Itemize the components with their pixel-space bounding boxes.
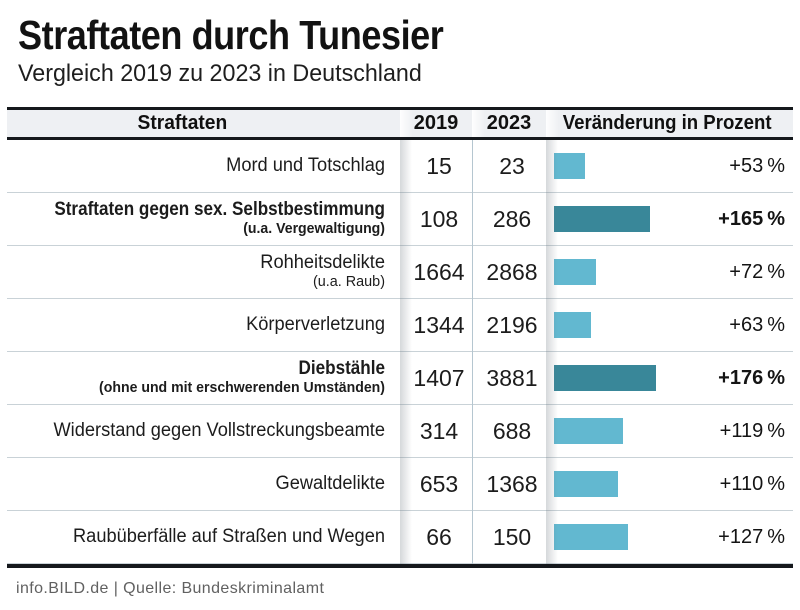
- crime-label: Diebstähle: [298, 358, 385, 380]
- table-row: Straftaten gegen sex. Selbstbestimmung (…: [7, 193, 793, 246]
- header-column-divider: [400, 110, 413, 137]
- change-label: +53 %: [729, 154, 785, 177]
- value-2023: 1368: [486, 470, 538, 497]
- change-label: +63 %: [729, 313, 785, 336]
- table-row: Gewaltdelikte 653 1368 +110 %: [7, 458, 793, 511]
- value-2023: 3881: [486, 364, 538, 391]
- crime-cell: Widerstand gegen Vollstreckungsbeamte: [7, 419, 400, 442]
- change-bar: [554, 312, 591, 338]
- crime-cell: Raubüberfälle auf Straßen und Wegen: [7, 525, 400, 548]
- source-credit: info.BILD.de | Quelle: Bundeskriminalamt: [16, 580, 325, 597]
- crime-label: Mord und Totschlag: [226, 154, 385, 176]
- crime-cell: Rohheitsdelikte (u.a. Raub): [7, 252, 400, 291]
- change-cell: +127 %: [546, 511, 793, 563]
- title-block: Straftaten durch Tunesier Vergleich 2019…: [0, 0, 800, 89]
- change-cell: +110 %: [546, 458, 793, 510]
- crime-cell: Straftaten gegen sex. Selbstbestimmung (…: [7, 199, 400, 238]
- crime-label: Straftaten gegen sex. Selbstbestimmung: [54, 199, 385, 221]
- column-header-straftaten: Straftaten: [137, 112, 228, 134]
- value-2023: 2868: [486, 258, 538, 285]
- change-label: +176 %: [718, 366, 785, 389]
- change-cell: +72 %: [546, 246, 793, 298]
- column-header-veraenderung: Veränderung in Prozent: [562, 112, 772, 134]
- table-row: Diebstähle (ohne und mit erschwerenden U…: [7, 352, 793, 405]
- change-bar: [554, 365, 656, 391]
- change-bar: [554, 471, 618, 497]
- value-2019: 653: [419, 470, 459, 497]
- crime-cell: Mord und Totschlag: [7, 154, 400, 177]
- change-label: +127 %: [718, 525, 785, 548]
- change-label: +110 %: [719, 472, 785, 495]
- column-header-2019: 2019: [413, 112, 459, 134]
- value-2023: 23: [499, 152, 525, 179]
- value-2023: 688: [492, 417, 532, 444]
- change-bar: [554, 259, 596, 285]
- crime-label: Körperverletzung: [246, 313, 385, 335]
- change-bar: [554, 418, 623, 444]
- crime-table: Straftaten 2019 2023 Veränderung in Proz…: [7, 107, 793, 568]
- crime-cell: Körperverletzung: [7, 313, 400, 336]
- change-label: +119 %: [719, 419, 785, 442]
- value-2019: 314: [419, 417, 459, 444]
- change-cell: +119 %: [546, 405, 793, 457]
- crime-cell: Diebstähle (ohne und mit erschwerenden U…: [7, 358, 400, 397]
- change-label: +72 %: [729, 260, 785, 283]
- table-row: Widerstand gegen Vollstreckungsbeamte 31…: [7, 405, 793, 458]
- header-column-divider: [472, 110, 485, 137]
- header-column-divider: [546, 110, 559, 137]
- value-2019: 1407: [413, 364, 465, 391]
- table-body: Mord und Totschlag 15 23 +53 % Straftate…: [7, 140, 793, 568]
- table-row: Rohheitsdelikte (u.a. Raub) 1664 2868 +7…: [7, 246, 793, 299]
- change-cell: +176 %: [546, 352, 793, 404]
- crime-label: Gewaltdelikte: [275, 472, 386, 494]
- crime-sublabel: (u.a. Raub): [312, 273, 385, 291]
- value-2019: 15: [426, 152, 452, 179]
- change-bar: [554, 524, 628, 550]
- table-header-row: Straftaten 2019 2023 Veränderung in Proz…: [7, 107, 793, 140]
- page-subtitle: Vergleich 2019 zu 2023 in Deutschland: [18, 60, 422, 87]
- crime-label: Rohheitsdelikte: [260, 252, 385, 274]
- change-cell: +63 %: [546, 299, 793, 351]
- value-2019: 66: [426, 523, 452, 550]
- crime-label: Widerstand gegen Vollstreckungsbeamte: [53, 419, 385, 441]
- value-2019: 108: [419, 205, 459, 232]
- crime-cell: Gewaltdelikte: [7, 472, 400, 495]
- page-title: Straftaten durch Tunesier: [18, 12, 444, 58]
- value-2023: 286: [492, 205, 532, 232]
- table-row: Mord und Totschlag 15 23 +53 %: [7, 140, 793, 193]
- crime-sublabel: (u.a. Vergewaltigung): [243, 220, 385, 238]
- change-cell: +53 %: [546, 140, 793, 192]
- table-row: Raubüberfälle auf Straßen und Wegen 66 1…: [7, 511, 793, 564]
- table-row: Körperverletzung 1344 2196 +63 %: [7, 299, 793, 352]
- value-2023: 150: [492, 523, 532, 550]
- column-header-2023: 2023: [486, 112, 532, 134]
- change-label: +165 %: [718, 207, 785, 230]
- value-2019: 1664: [413, 258, 465, 285]
- change-bar: [554, 206, 650, 232]
- crime-label: Raubüberfälle auf Straßen und Wegen: [73, 525, 385, 547]
- value-2019: 1344: [413, 311, 465, 338]
- change-bar: [554, 153, 585, 179]
- crime-sublabel: (ohne und mit erschwerenden Umständen): [99, 379, 386, 397]
- value-2023: 2196: [486, 311, 538, 338]
- change-cell: +165 %: [546, 193, 793, 245]
